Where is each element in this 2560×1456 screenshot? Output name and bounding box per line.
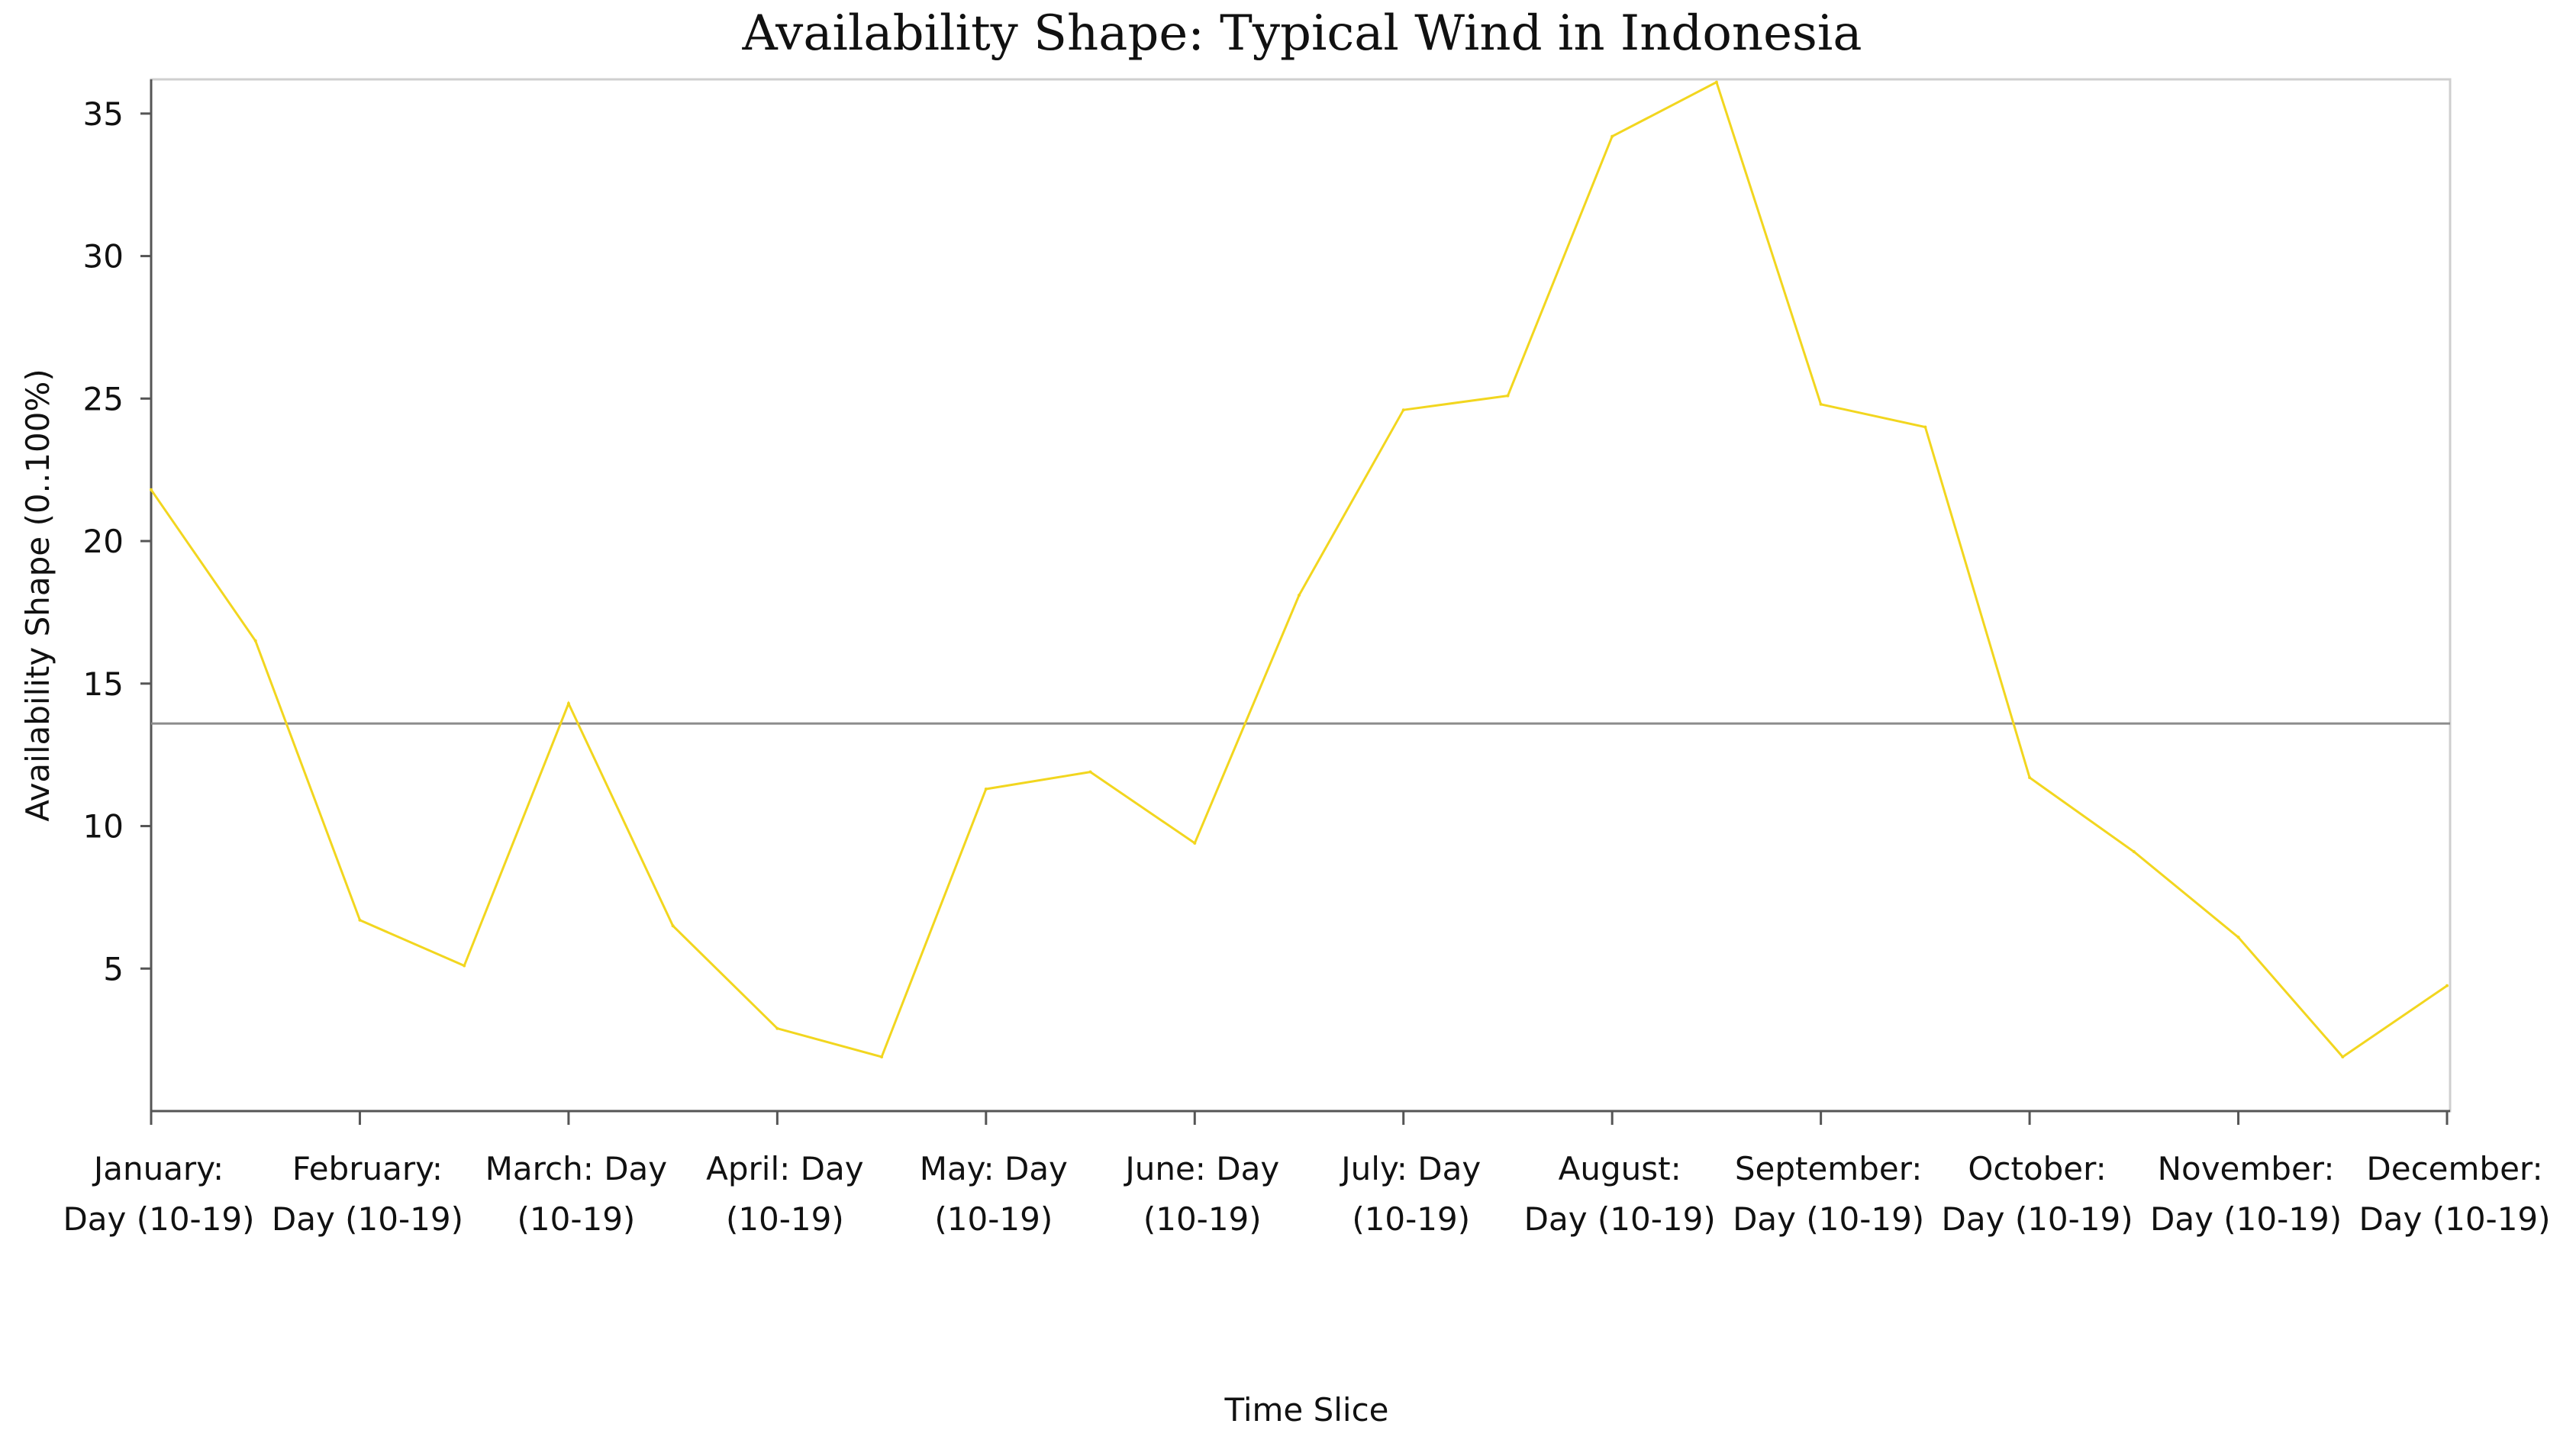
x-tick-label-line: (10-19) [934, 1200, 1053, 1238]
y-tick-label: 25 [83, 380, 124, 417]
chart-title: Availability Shape: Typical Wind in Indo… [742, 5, 1862, 62]
y-axis-label: Availability Shape (0..100%) [19, 369, 56, 821]
x-tick-label-line: October: [1968, 1150, 2107, 1187]
y-tick-label: 5 [103, 950, 124, 987]
x-tick-label-line: (10-19) [1143, 1200, 1262, 1238]
data-point [775, 1026, 779, 1030]
x-tick-label: January: Day (10-19) [63, 1150, 254, 1238]
x-tick-label: October: Day (10-19) [1942, 1150, 2133, 1238]
x-tick-label-line: Day (10-19) [1733, 1200, 1924, 1238]
x-tick-label-line: Day (10-19) [272, 1200, 463, 1238]
x-tick-label: December: Day (10-19) [2358, 1150, 2550, 1238]
x-tick-label: February: Day (10-19) [272, 1150, 463, 1238]
x-tick-label-line: (10-19) [517, 1200, 635, 1238]
data-point [1714, 80, 1718, 84]
data-point [2132, 850, 2136, 854]
data-point [1610, 134, 1614, 138]
x-tick-label-line: Day (10-19) [2150, 1200, 2342, 1238]
data-point [463, 964, 466, 968]
x-tick-label-line: January: [92, 1150, 224, 1187]
x-tick-label-line: Day (10-19) [1524, 1200, 1716, 1238]
x-tick-label: November: Day (10-19) [2150, 1150, 2342, 1238]
data-point [1298, 594, 1301, 597]
x-tick-label-line: March: Day [485, 1150, 667, 1187]
x-tick-label: August: Day (10-19) [1524, 1150, 1716, 1238]
x-tick-label: April: Day (10-19) [706, 1150, 863, 1238]
data-point [2236, 936, 2240, 939]
x-tick-label: June: Day (10-19) [1123, 1150, 1279, 1238]
data-point [253, 639, 257, 643]
x-tick-label-line: February: [292, 1150, 443, 1187]
data-point [358, 918, 362, 922]
x-tick-label: July: Day (10-19) [1339, 1150, 1481, 1238]
x-tick-label-line: July: Day [1339, 1150, 1481, 1187]
x-tick-label: March: Day (10-19) [485, 1150, 667, 1238]
y-tick-label: 15 [83, 665, 124, 703]
x-tick-label-line: August: [1559, 1150, 1681, 1187]
y-tick-label: 10 [83, 808, 124, 846]
data-point [1193, 841, 1197, 845]
x-tick-label-line: (10-19) [1352, 1200, 1470, 1238]
y-tick-label: 30 [83, 238, 124, 275]
x-axis-ticks: January: Day (10-19) February: Day (10-19) M… [63, 1111, 2551, 1238]
x-tick-label-line: November: [2158, 1150, 2335, 1187]
data-point [150, 488, 153, 491]
x-tick-label-line: June: Day [1123, 1150, 1279, 1187]
x-tick-label-line: September: [1735, 1150, 1923, 1187]
data-point [1923, 425, 1927, 429]
data-point [1819, 402, 1823, 406]
data-point [2341, 1055, 2345, 1059]
data-point [671, 924, 675, 928]
x-tick-label: May: Day (10-19) [920, 1150, 1068, 1238]
series-line [150, 80, 2448, 1058]
x-tick-label-line: (10-19) [726, 1200, 844, 1238]
data-point [1088, 770, 1092, 774]
x-tick-label: September: Day (10-19) [1733, 1150, 1924, 1238]
x-tick-label-line: April: Day [706, 1150, 863, 1187]
x-tick-label-line: Day (10-19) [63, 1200, 254, 1238]
data-point [984, 787, 988, 791]
x-tick-label-line: December: [2366, 1150, 2542, 1187]
data-point [566, 701, 570, 705]
data-point [2446, 984, 2449, 987]
data-point [1506, 394, 1510, 398]
data-point [1401, 408, 1405, 412]
data-point [2028, 776, 2032, 780]
x-tick-label-line: Day (10-19) [2358, 1200, 2550, 1238]
x-tick-label-line: May: Day [920, 1150, 1068, 1187]
y-axis-ticks: 5 10 15 20 25 30 35 [83, 95, 151, 987]
x-tick-label-line: Day (10-19) [1942, 1200, 2133, 1238]
x-axis-label: Time Slice [1224, 1391, 1388, 1429]
y-tick-label: 35 [83, 95, 124, 133]
data-point [880, 1055, 884, 1059]
y-tick-label: 20 [83, 523, 124, 560]
